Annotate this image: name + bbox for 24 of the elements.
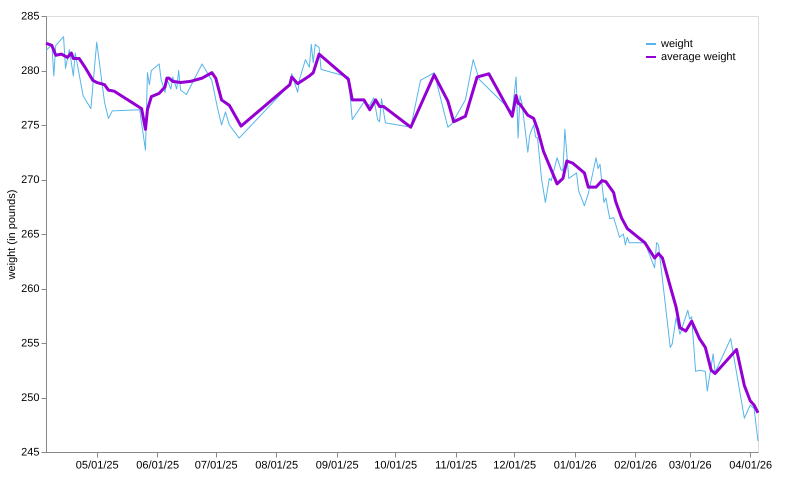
x-tick-label: 08/01/25 (255, 460, 298, 472)
x-tick-label: 06/01/25 (136, 460, 180, 472)
y-tick-label: 285 (21, 10, 40, 22)
legend-label: weight (660, 38, 693, 50)
x-tick-label: 12/01/25 (493, 460, 536, 472)
x-tick-label: 10/01/25 (374, 460, 418, 472)
y-tick-label: 260 (21, 283, 40, 295)
x-tick-label: 04/01/26 (729, 460, 772, 472)
y-tick-label: 250 (21, 392, 40, 404)
x-tick-label: 09/01/25 (316, 460, 359, 472)
x-tick-label: 01/01/26 (554, 460, 597, 472)
x-tick-label: 05/01/25 (76, 460, 119, 472)
x-tick-label: 02/01/26 (614, 460, 658, 472)
x-tick-label: 03/01/26 (668, 460, 712, 472)
legend-label: average weight (661, 51, 736, 63)
x-tick-label: 11/01/25 (435, 460, 478, 472)
y-tick-label: 265 (21, 228, 40, 240)
y-tick-label: 245 (21, 446, 40, 458)
y-tick-label: 275 (21, 120, 40, 132)
x-tick-label: 07/01/25 (194, 460, 238, 472)
y-tick-label: 255 (21, 338, 40, 350)
y-axis-title: weight (in pounds) (6, 190, 18, 280)
y-tick-label: 270 (21, 174, 40, 186)
y-tick-label: 280 (21, 65, 40, 77)
